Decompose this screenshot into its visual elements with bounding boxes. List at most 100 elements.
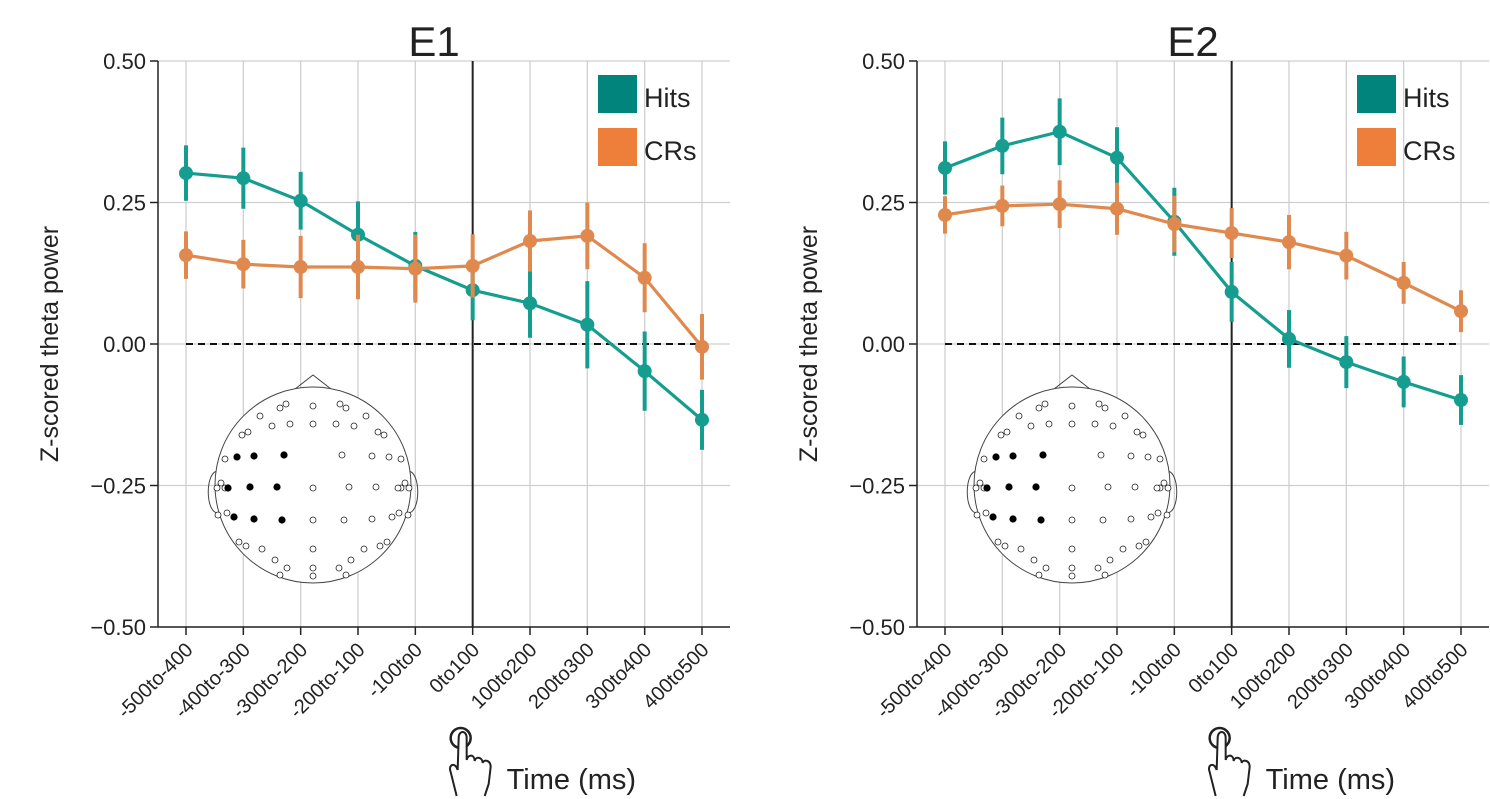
y-axis-title: Z-scored theta power bbox=[795, 226, 823, 462]
electrode bbox=[1035, 571, 1043, 579]
legend-label: CRs bbox=[644, 136, 697, 166]
y-tick-label: 0.50 bbox=[862, 49, 905, 74]
electrode bbox=[283, 564, 291, 572]
electrode-selected bbox=[1009, 515, 1017, 523]
marker bbox=[1282, 331, 1296, 346]
electrode bbox=[335, 564, 343, 572]
electrode-selected bbox=[1039, 451, 1047, 459]
electrode bbox=[401, 479, 409, 487]
y-tick-label: 0.50 bbox=[103, 49, 146, 74]
electrode bbox=[332, 420, 340, 428]
electrode bbox=[1101, 404, 1109, 412]
y-axis-title: Z-scored theta power bbox=[36, 226, 64, 462]
electrode-selected bbox=[230, 513, 238, 521]
electrode-selected bbox=[273, 483, 281, 491]
electrode bbox=[1164, 484, 1172, 492]
electrode bbox=[1091, 420, 1099, 428]
electrode bbox=[1068, 572, 1076, 580]
marker bbox=[1167, 217, 1182, 232]
electrode bbox=[994, 538, 1002, 546]
panel: −0.50−0.250.000.250.50-500to-400-400to-3… bbox=[795, 18, 1489, 797]
electrode bbox=[1068, 420, 1076, 428]
electrode bbox=[405, 484, 413, 492]
y-tick-label: −0.25 bbox=[849, 474, 905, 499]
electrode bbox=[258, 545, 266, 553]
electrode bbox=[276, 404, 284, 412]
electrode bbox=[397, 455, 405, 463]
electrode bbox=[1121, 412, 1129, 420]
x-tick-label: -100to0 bbox=[1122, 639, 1186, 703]
electrode bbox=[1101, 571, 1109, 579]
electrode bbox=[309, 564, 317, 572]
series-line bbox=[944, 202, 1462, 313]
electrode bbox=[360, 545, 368, 553]
electrode bbox=[1119, 545, 1127, 553]
electrode bbox=[256, 412, 264, 420]
electrode-selected bbox=[1009, 452, 1017, 460]
electrode bbox=[1068, 484, 1076, 492]
marker bbox=[1110, 150, 1124, 165]
electrode bbox=[336, 400, 344, 408]
electrode-selected bbox=[1037, 516, 1045, 524]
marker bbox=[1110, 201, 1124, 216]
marker bbox=[408, 261, 423, 276]
electrode bbox=[1147, 513, 1155, 521]
electrode bbox=[997, 431, 1005, 439]
electrode bbox=[309, 484, 317, 492]
marker bbox=[695, 339, 709, 354]
marker bbox=[293, 193, 308, 208]
electrode bbox=[235, 538, 243, 546]
electrode bbox=[282, 400, 290, 408]
electrode bbox=[309, 572, 317, 580]
electrode bbox=[1133, 428, 1141, 436]
electrode bbox=[404, 511, 412, 519]
y-tick-label: 0.00 bbox=[103, 332, 146, 357]
electrode-selected bbox=[280, 451, 288, 459]
marker bbox=[293, 260, 308, 275]
electrode bbox=[1131, 483, 1139, 491]
legend-label: CRs bbox=[1403, 136, 1456, 166]
marker bbox=[1454, 393, 1468, 408]
marker bbox=[179, 166, 193, 181]
electrode bbox=[394, 484, 402, 492]
electrode bbox=[1068, 545, 1076, 553]
electrode bbox=[309, 516, 317, 524]
marker bbox=[1224, 284, 1239, 299]
marker bbox=[637, 364, 652, 379]
marker bbox=[351, 260, 365, 275]
electrode bbox=[338, 451, 346, 459]
electrode-selected bbox=[989, 513, 997, 521]
electrode bbox=[1068, 564, 1076, 572]
electrode bbox=[214, 511, 222, 519]
electrode bbox=[342, 404, 350, 412]
electrode bbox=[362, 412, 370, 420]
marker bbox=[995, 198, 1010, 213]
electrode bbox=[1041, 400, 1049, 408]
y-tick-label: −0.50 bbox=[90, 615, 146, 640]
head-diagram bbox=[966, 374, 1178, 584]
series-line bbox=[944, 130, 1462, 402]
legend-label: Hits bbox=[644, 83, 691, 113]
electrode bbox=[1104, 483, 1112, 491]
electrode bbox=[242, 542, 250, 550]
marker bbox=[1052, 197, 1067, 212]
electrode bbox=[1094, 564, 1102, 572]
electrode bbox=[395, 509, 403, 517]
electrode-selected bbox=[250, 452, 258, 460]
electrode bbox=[380, 431, 388, 439]
legend-label: Hits bbox=[1403, 83, 1450, 113]
electrode bbox=[1106, 556, 1114, 564]
marker bbox=[1052, 124, 1067, 139]
electrode bbox=[972, 484, 980, 492]
marker bbox=[580, 228, 595, 243]
marker bbox=[1282, 235, 1296, 250]
electrode-selected bbox=[1032, 483, 1040, 491]
marker bbox=[523, 233, 537, 248]
electrode bbox=[1163, 511, 1171, 519]
legend-swatch bbox=[1357, 128, 1396, 166]
electrode bbox=[345, 483, 353, 491]
legend-swatch bbox=[598, 75, 637, 113]
electrode bbox=[309, 402, 317, 410]
electrode bbox=[1035, 404, 1043, 412]
electrode bbox=[372, 483, 380, 491]
